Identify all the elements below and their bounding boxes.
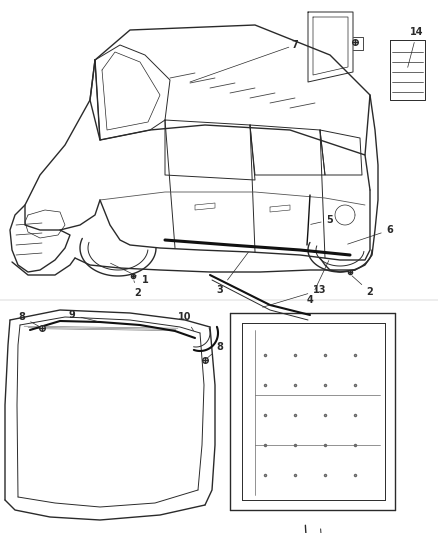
Text: 9: 9 — [69, 310, 97, 321]
Text: 4: 4 — [307, 261, 329, 305]
Text: 6: 6 — [348, 225, 393, 244]
Text: 13: 13 — [263, 285, 327, 307]
Text: 8: 8 — [207, 342, 223, 358]
Text: 2: 2 — [352, 276, 373, 297]
Text: 11: 11 — [0, 532, 1, 533]
Text: 8: 8 — [18, 312, 39, 327]
Text: 14: 14 — [408, 27, 424, 67]
Text: 1: 1 — [110, 263, 148, 285]
Text: 5: 5 — [311, 215, 333, 225]
Text: 12: 12 — [0, 532, 1, 533]
Text: 10: 10 — [178, 312, 194, 330]
Text: 3: 3 — [217, 252, 248, 295]
Text: 2: 2 — [134, 281, 141, 298]
Text: 7: 7 — [190, 40, 298, 82]
